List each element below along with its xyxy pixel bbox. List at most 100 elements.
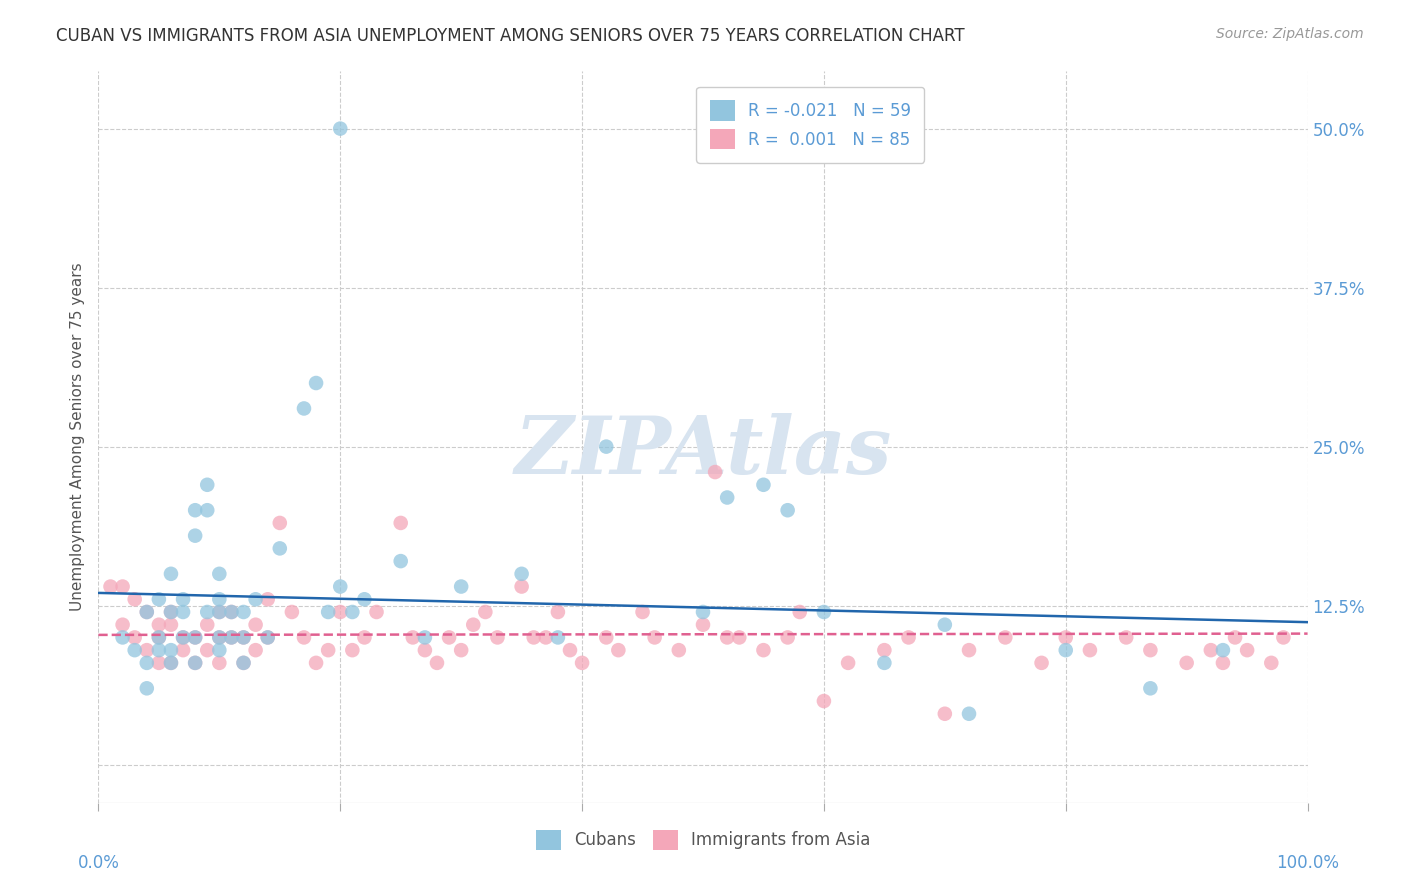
Point	[776, 503, 799, 517]
Point	[389, 554, 412, 568]
Point	[486, 631, 509, 645]
Point	[1139, 681, 1161, 696]
Point	[184, 631, 207, 645]
Point	[728, 631, 751, 645]
Text: CUBAN VS IMMIGRANTS FROM ASIA UNEMPLOYMENT AMONG SENIORS OVER 75 YEARS CORRELATI: CUBAN VS IMMIGRANTS FROM ASIA UNEMPLOYME…	[56, 27, 965, 45]
Point	[510, 580, 533, 594]
Point	[1139, 643, 1161, 657]
Point	[1031, 656, 1053, 670]
Point	[135, 643, 157, 657]
Point	[256, 631, 278, 645]
Point	[148, 656, 170, 670]
Point	[644, 631, 666, 645]
Point	[342, 643, 364, 657]
Point	[184, 656, 207, 670]
Point	[994, 631, 1017, 645]
Point	[148, 631, 170, 645]
Point	[402, 631, 425, 645]
Point	[232, 656, 254, 670]
Point	[160, 617, 183, 632]
Point	[148, 592, 170, 607]
Point	[534, 631, 557, 645]
Point	[873, 643, 896, 657]
Point	[245, 643, 267, 657]
Point	[316, 605, 339, 619]
Point	[256, 592, 278, 607]
Point	[789, 605, 811, 619]
Point	[195, 503, 218, 517]
Point	[269, 516, 291, 530]
Point	[195, 605, 218, 619]
Point	[366, 605, 388, 619]
Text: ZIPAtlas: ZIPAtlas	[515, 413, 891, 491]
Point	[813, 605, 835, 619]
Point	[111, 617, 134, 632]
Point	[704, 465, 727, 479]
Point	[329, 605, 352, 619]
Point	[329, 121, 352, 136]
Point	[413, 643, 436, 657]
Point	[595, 440, 617, 454]
Point	[148, 631, 170, 645]
Point	[1054, 643, 1077, 657]
Point	[281, 605, 304, 619]
Point	[316, 643, 339, 657]
Point	[195, 617, 218, 632]
Point	[692, 605, 714, 619]
Point	[1054, 631, 1077, 645]
Point	[1212, 643, 1234, 657]
Point	[184, 529, 207, 543]
Point	[160, 643, 183, 657]
Point	[353, 592, 375, 607]
Point	[342, 605, 364, 619]
Point	[208, 566, 231, 581]
Point	[692, 617, 714, 632]
Point	[256, 631, 278, 645]
Point	[607, 643, 630, 657]
Point	[463, 617, 485, 632]
Point	[426, 656, 449, 670]
Point	[450, 643, 472, 657]
Point	[389, 516, 412, 530]
Point	[716, 491, 738, 505]
Point	[474, 605, 496, 619]
Point	[100, 580, 122, 594]
Point	[292, 631, 315, 645]
Point	[837, 656, 859, 670]
Point	[547, 605, 569, 619]
Point	[329, 580, 352, 594]
Point	[111, 580, 134, 594]
Text: 100.0%: 100.0%	[1277, 854, 1339, 871]
Point	[208, 592, 231, 607]
Point	[668, 643, 690, 657]
Point	[160, 605, 183, 619]
Point	[184, 656, 207, 670]
Point	[172, 605, 194, 619]
Point	[124, 631, 146, 645]
Point	[135, 605, 157, 619]
Point	[305, 656, 328, 670]
Point	[245, 617, 267, 632]
Point	[172, 643, 194, 657]
Point	[148, 617, 170, 632]
Point	[135, 681, 157, 696]
Point	[124, 643, 146, 657]
Y-axis label: Unemployment Among Seniors over 75 years: Unemployment Among Seniors over 75 years	[69, 263, 84, 611]
Point	[232, 631, 254, 645]
Point	[305, 376, 328, 390]
Point	[813, 694, 835, 708]
Point	[195, 477, 218, 491]
Point	[148, 643, 170, 657]
Point	[897, 631, 920, 645]
Point	[135, 656, 157, 670]
Point	[269, 541, 291, 556]
Point	[221, 605, 243, 619]
Point	[413, 631, 436, 645]
Point	[353, 631, 375, 645]
Point	[510, 566, 533, 581]
Point	[776, 631, 799, 645]
Point	[111, 631, 134, 645]
Point	[232, 605, 254, 619]
Point	[208, 605, 231, 619]
Text: 0.0%: 0.0%	[77, 854, 120, 871]
